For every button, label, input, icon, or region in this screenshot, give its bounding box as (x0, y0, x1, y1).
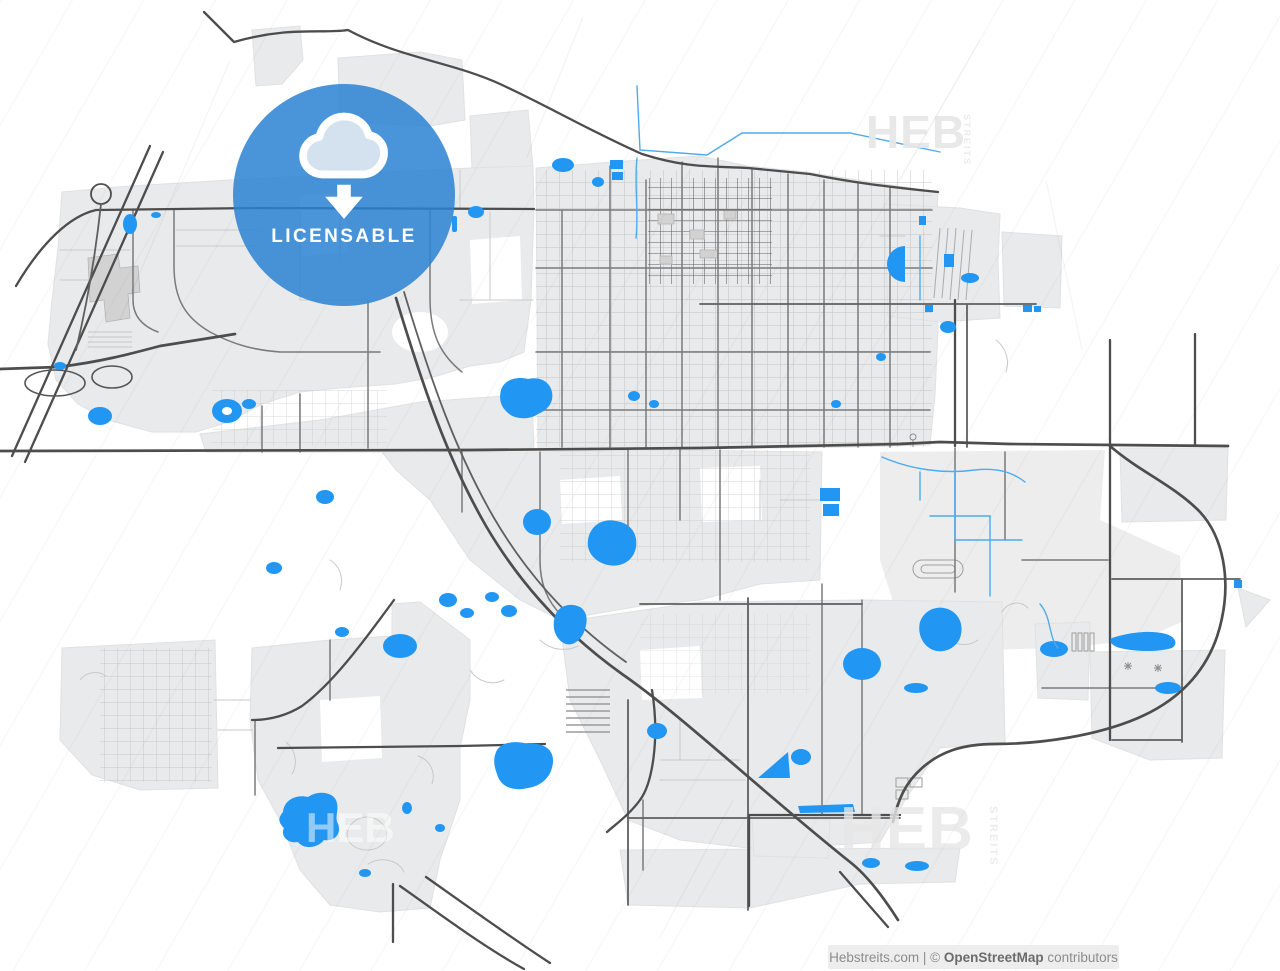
fairgrounds-grandstand (566, 689, 610, 733)
transmission-towers (1124, 662, 1162, 672)
major-roads-layer (0, 10, 1230, 971)
watermark-heb-bottom-left: HEB (306, 804, 395, 851)
watermark-streits-bottom: STREITS (987, 806, 999, 866)
watermark-streits-top: STREITS (962, 114, 972, 166)
water-layer (54, 158, 1242, 877)
watermark-heb-bottom: HEB (840, 795, 974, 864)
arterial-roads-layer (132, 157, 1181, 871)
streams-layer (635, 85, 1059, 649)
speedway-oval (912, 559, 964, 579)
licensable-badge[interactable]: LICENSABLE (233, 84, 455, 306)
attribution-suffix: contributors (1043, 949, 1118, 965)
faint-lines-layer (119, 16, 1083, 938)
attribution-prefix: Hebstreits.com | © (829, 949, 944, 965)
cloud-download-icon (299, 112, 388, 219)
attribution-bar: Hebstreits.com | © OpenStreetMap contrib… (828, 945, 1119, 969)
watermark-heb-top: HEB (866, 106, 966, 158)
licensable-badge-label: LICENSABLE (271, 226, 417, 247)
attribution-provider: OpenStreetMap (943, 949, 1044, 965)
watermarks-layer: HEB STREITS HEB STREITS HEB (306, 106, 999, 866)
